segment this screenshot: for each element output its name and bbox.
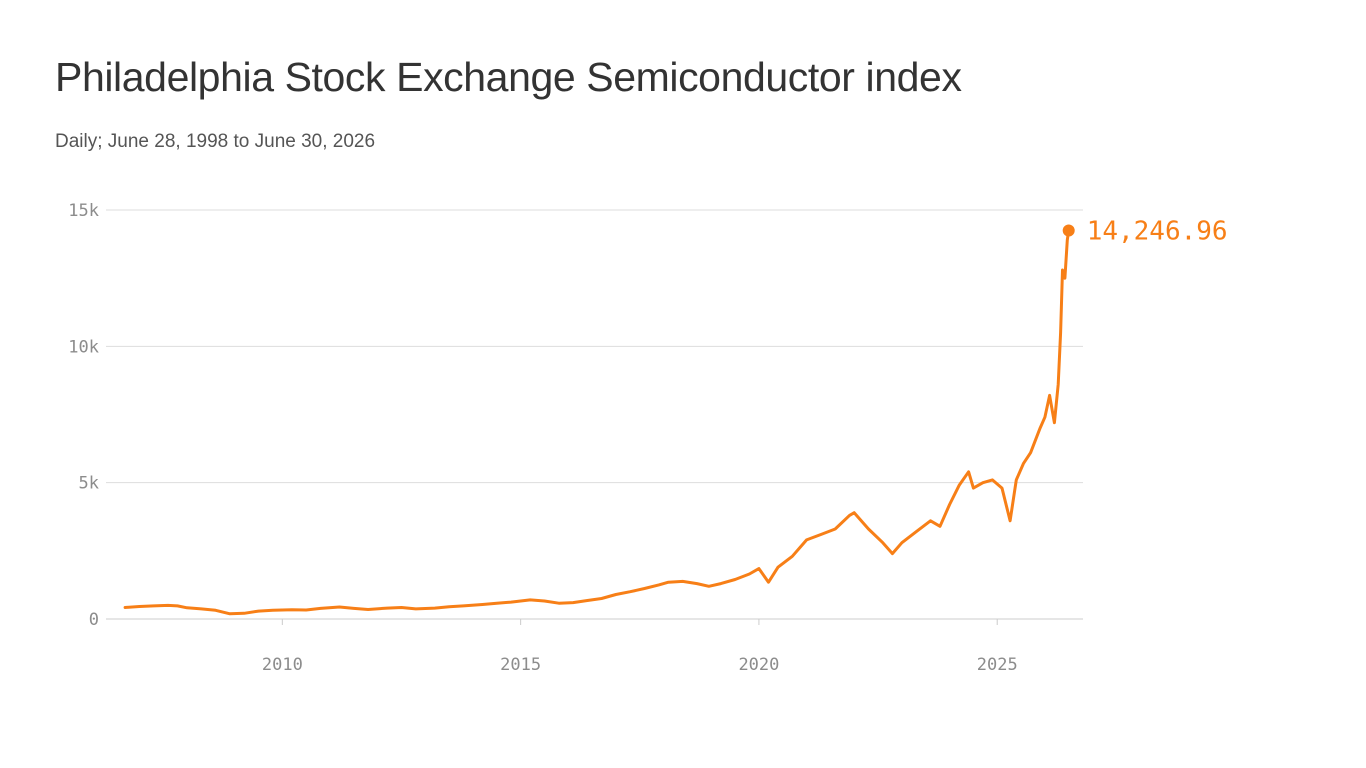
x-tick-label: 2015 <box>500 655 541 675</box>
y-tick-label: 10k <box>68 337 99 357</box>
x-tick-label: 2010 <box>262 655 303 675</box>
gridlines <box>106 209 1083 620</box>
y-tick-label: 5k <box>79 474 99 494</box>
x-tick-label: 2020 <box>738 655 779 675</box>
end-value-label: 14,246.96 <box>1087 217 1228 247</box>
y-tick-label: 0 <box>89 610 99 630</box>
chart-title: Philadelphia Stock Exchange Semiconducto… <box>55 54 962 100</box>
x-tick-label: 2025 <box>977 655 1018 675</box>
series-layer <box>123 229 1071 616</box>
end-point-marker <box>1062 224 1075 237</box>
end-label-layer: 14,246.96 <box>1062 217 1228 247</box>
y-axis: 0 5k 10k 15k <box>68 201 99 630</box>
series-line <box>123 229 1071 616</box>
x-axis: 2010 2015 2020 2025 <box>262 619 1018 675</box>
y-tick-label: 15k <box>68 201 99 221</box>
chart-subtitle: Daily; June 28, 1998 to June 30, 2026 <box>55 131 376 152</box>
